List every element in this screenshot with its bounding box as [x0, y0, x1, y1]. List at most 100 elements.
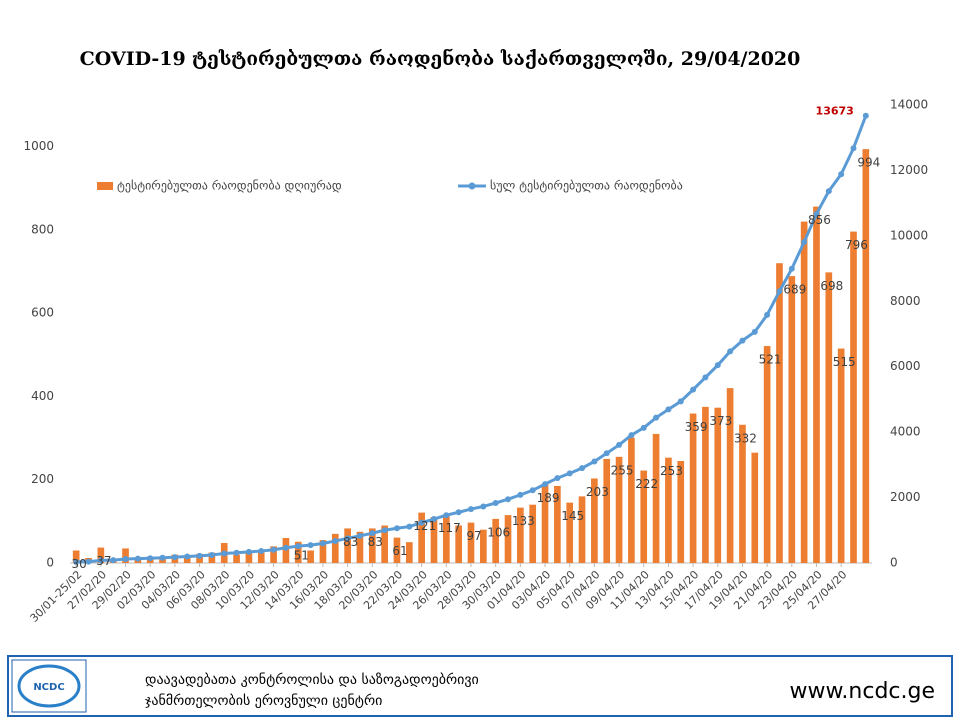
line-marker	[492, 500, 499, 507]
data-label: 698	[820, 279, 843, 293]
y-tick-label: 800	[31, 222, 54, 236]
line-marker	[714, 362, 721, 369]
y-tick-label: 0	[46, 556, 54, 570]
line-marker	[727, 348, 734, 355]
line-marker	[245, 548, 252, 555]
bar	[467, 522, 475, 563]
y2-tick-label: 4000	[890, 425, 921, 439]
line-marker	[591, 458, 598, 465]
line-marker	[579, 465, 586, 472]
line-marker	[665, 406, 672, 413]
bar	[665, 457, 672, 563]
line-marker	[332, 538, 339, 545]
bar	[763, 346, 771, 563]
line-marker	[97, 557, 104, 564]
line-marker	[468, 506, 474, 513]
line-marker	[677, 398, 684, 405]
bar	[850, 231, 857, 564]
line-marker	[542, 481, 549, 488]
bar	[554, 485, 561, 563]
bar	[480, 529, 487, 563]
data-label: 83	[368, 535, 383, 549]
bar	[739, 424, 746, 563]
line-marker	[295, 543, 302, 550]
footer-line: დაავადებათა კონტროლისა და საზოგადოებრივი	[145, 671, 479, 688]
y-tick-label: 1000	[23, 139, 54, 153]
y2-tick-label: 2000	[890, 490, 921, 504]
bar	[504, 515, 512, 563]
data-label: 222	[635, 477, 658, 491]
bar	[122, 548, 129, 563]
line-marker	[480, 503, 487, 510]
bar	[405, 542, 413, 563]
line-marker	[381, 527, 388, 534]
data-label: 796	[845, 238, 868, 252]
legend-label: ტესტირებულთა რაოდენობა დღიურად	[117, 179, 342, 193]
line-marker	[529, 487, 536, 494]
line-marker	[801, 238, 808, 245]
line-marker	[85, 558, 92, 565]
line-marker	[233, 549, 240, 556]
bar	[517, 507, 524, 563]
line-marker	[122, 556, 129, 563]
legend-label: სულ ტესტირებულთა რაოდენობა	[490, 179, 683, 193]
data-label: 359	[685, 420, 708, 434]
line-marker	[208, 552, 215, 559]
data-label: 83	[343, 535, 358, 549]
data-label: 106	[487, 525, 510, 539]
line-marker	[171, 554, 178, 561]
data-label: 97	[466, 529, 481, 543]
line-marker	[110, 557, 117, 564]
footer-url: www.ncdc.ge	[789, 679, 935, 704]
line-marker	[73, 559, 80, 566]
bar	[714, 407, 722, 563]
data-label: 121	[413, 519, 436, 533]
data-label: 255	[611, 463, 634, 477]
bar	[689, 413, 697, 563]
data-label: 994	[857, 156, 880, 170]
footer-line: ჯანმრთელობის ეროვნული ცენტრი	[145, 692, 382, 709]
data-label: 203	[586, 485, 609, 499]
legend-swatch	[468, 182, 476, 190]
line-marker	[159, 554, 166, 561]
line-marker	[184, 553, 191, 560]
data-label: 145	[561, 509, 584, 523]
line-marker	[406, 523, 413, 530]
bar	[788, 276, 796, 563]
line-marker	[640, 424, 647, 431]
line-marker	[270, 546, 277, 553]
bar	[751, 452, 759, 563]
y2-tick-label: 10000	[890, 228, 928, 242]
bar	[825, 272, 833, 563]
data-label: 13673	[816, 105, 854, 118]
bar	[368, 528, 376, 563]
line-marker	[443, 512, 450, 519]
bar	[603, 458, 611, 563]
y-tick-label: 600	[31, 306, 54, 320]
data-label: 856	[808, 213, 831, 227]
bar	[331, 533, 339, 563]
bar	[652, 433, 660, 563]
line-marker	[788, 265, 795, 272]
line-marker	[739, 337, 746, 344]
logo-text: NCDC	[33, 682, 64, 693]
data-label: 189	[537, 491, 560, 505]
line-marker	[455, 509, 462, 516]
bar	[430, 517, 438, 563]
bar	[615, 456, 623, 563]
bar	[257, 552, 265, 563]
line-marker	[319, 540, 326, 547]
y2-tick-label: 0	[890, 556, 898, 570]
line-marker	[369, 530, 376, 537]
bar	[455, 525, 462, 563]
line-marker	[838, 171, 845, 178]
line-marker	[628, 432, 635, 439]
bar	[640, 470, 648, 563]
y2-tick-label: 14000	[890, 98, 928, 112]
data-label: 133	[512, 514, 535, 528]
bar	[97, 547, 105, 563]
y2-tick-label: 6000	[890, 359, 921, 373]
bar	[233, 554, 240, 563]
